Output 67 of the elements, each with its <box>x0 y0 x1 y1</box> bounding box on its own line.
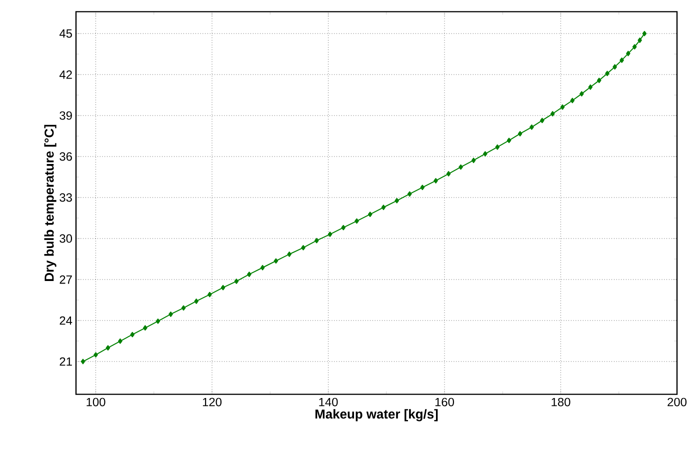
point <box>620 58 624 63</box>
point <box>530 124 534 130</box>
point <box>368 212 372 218</box>
x-tick-label: 180 <box>552 398 570 406</box>
point <box>94 352 98 358</box>
point <box>354 218 359 224</box>
y-axis-title: Dry bulb temperature [°C] <box>44 124 56 282</box>
point <box>446 171 451 176</box>
point <box>626 50 630 56</box>
point <box>341 224 346 230</box>
x-tick-label: 200 <box>668 398 687 406</box>
point <box>181 305 186 311</box>
point <box>580 91 584 97</box>
point <box>314 238 319 244</box>
point <box>208 292 212 298</box>
point <box>560 104 565 110</box>
point <box>495 144 500 150</box>
y-tick-label: 24 <box>60 316 72 325</box>
point <box>260 264 265 270</box>
y-tick-label: 42 <box>59 70 72 79</box>
point <box>540 118 544 124</box>
y-tick-label: 33 <box>60 193 72 202</box>
y-tick-label: 21 <box>60 357 72 366</box>
point <box>106 345 110 351</box>
x-tick-label: 160 <box>435 398 454 406</box>
point <box>638 38 642 43</box>
point <box>301 244 306 250</box>
point <box>434 178 438 184</box>
point <box>596 78 602 84</box>
point <box>588 84 593 90</box>
point <box>407 191 412 197</box>
point <box>642 30 647 36</box>
point <box>234 278 239 284</box>
point <box>118 338 122 344</box>
point <box>287 252 292 257</box>
point <box>274 258 278 264</box>
point <box>550 111 555 116</box>
x-tick-label: 120 <box>202 398 222 406</box>
point <box>420 184 425 190</box>
point <box>156 318 160 324</box>
point <box>328 232 332 237</box>
x-axis-title: Makeup water [kg/s] <box>315 409 438 422</box>
y-tick-label: 39 <box>60 111 72 120</box>
point <box>247 272 252 278</box>
point <box>612 64 617 70</box>
point <box>458 164 463 170</box>
point <box>168 312 173 317</box>
point <box>632 44 637 50</box>
point <box>570 98 575 104</box>
point <box>394 198 399 204</box>
y-tick-label: 30 <box>60 234 72 243</box>
point <box>518 131 522 136</box>
x-tick-label: 140 <box>319 398 338 406</box>
point <box>483 151 488 156</box>
y-tick-label: 27 <box>60 275 72 284</box>
y-tick-label: 36 <box>60 152 72 161</box>
point <box>471 158 476 164</box>
point <box>194 298 198 304</box>
y-tick-label: 45 <box>59 29 72 38</box>
point <box>143 325 148 331</box>
point <box>130 332 135 338</box>
point <box>220 284 226 290</box>
point <box>506 138 512 144</box>
point <box>80 358 86 364</box>
x-tick-label: 100 <box>86 398 106 406</box>
point <box>381 204 386 210</box>
point <box>605 70 610 76</box>
